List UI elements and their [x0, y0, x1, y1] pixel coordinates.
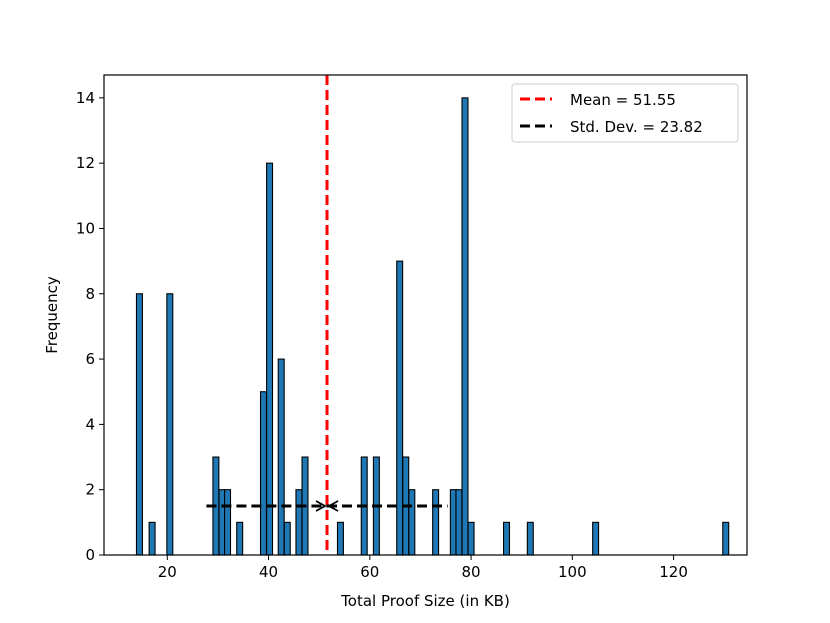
bar-18 — [408, 489, 416, 556]
x-axis-label: Total Proof Size (in KB) — [340, 592, 510, 610]
x-tick-label: 20 — [158, 563, 177, 581]
plot-frame — [103, 74, 748, 556]
y-axis-ticks: 0 2 4 6 8 10 12 14 — [76, 89, 104, 564]
bar-16 — [396, 260, 404, 556]
bar-7 — [259, 391, 267, 556]
y-tick-label: 0 — [85, 546, 95, 564]
y-tick-label: 6 — [85, 350, 95, 368]
bar-10 — [283, 521, 291, 556]
y-tick-label: 14 — [76, 89, 95, 107]
bar-13 — [336, 521, 344, 556]
x-tick-label: 100 — [558, 563, 587, 581]
y-tick-label: 12 — [76, 154, 95, 172]
x-tick-label: 120 — [659, 563, 688, 581]
bar-19 — [432, 489, 440, 556]
bar-6 — [236, 521, 244, 556]
bar-5 — [224, 489, 232, 556]
legend: Mean = 51.55 Std. Dev. = 23.82 — [511, 83, 739, 143]
x-axis-ticks: 20 40 60 80 100 120 — [158, 555, 688, 581]
bar-23 — [467, 521, 475, 556]
bar-8 — [266, 162, 274, 556]
bar-1 — [148, 521, 156, 556]
x-tick-label: 60 — [360, 563, 379, 581]
y-tick-label: 8 — [85, 285, 95, 303]
bar-21 — [455, 489, 463, 556]
bar-22 — [461, 97, 469, 556]
bar-11 — [295, 489, 303, 556]
bar-24 — [502, 521, 511, 556]
bar-9 — [277, 358, 285, 556]
x-tick-label: 40 — [259, 563, 278, 581]
bar-2 — [166, 293, 174, 556]
legend-std-label: Std. Dev. = 23.82 — [570, 118, 703, 136]
std-dev-arrowhead-2 — [327, 500, 339, 512]
y-tick-label: 10 — [76, 219, 95, 237]
x-tick-label: 80 — [462, 563, 481, 581]
std-dev-arrowhead-1 — [315, 500, 327, 512]
bar-0 — [135, 293, 143, 556]
std-dev-arrows — [206, 500, 448, 512]
bar-26 — [592, 521, 600, 556]
legend-mean-label: Mean = 51.55 — [570, 91, 676, 109]
y-axis-label: Frequency — [43, 276, 61, 354]
bar-25 — [526, 521, 534, 556]
y-tick-label: 4 — [85, 415, 95, 433]
legend-box — [511, 83, 739, 143]
bar-27 — [722, 521, 730, 556]
y-tick-label: 2 — [85, 481, 95, 499]
bars-group — [135, 97, 730, 556]
